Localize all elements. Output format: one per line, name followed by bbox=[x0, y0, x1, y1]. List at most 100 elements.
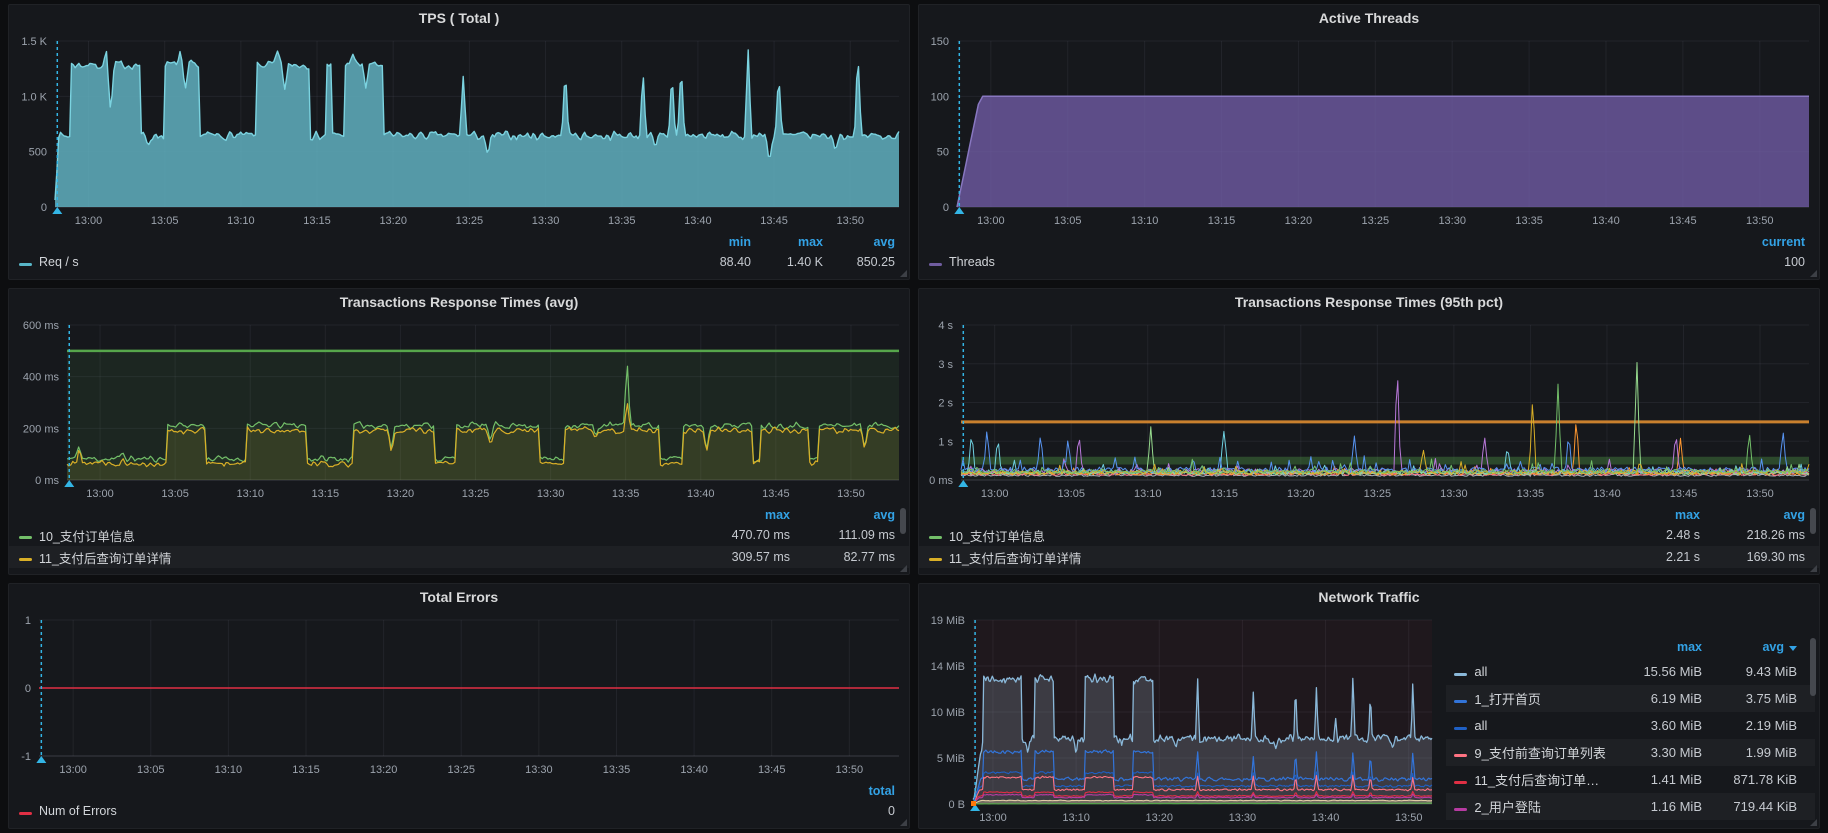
y-tick-label: 10 MiB bbox=[931, 707, 965, 719]
panel-resize-handle[interactable] bbox=[1810, 565, 1817, 572]
legend-header-current[interactable]: current bbox=[1725, 235, 1805, 249]
annotation-marker-icon[interactable] bbox=[36, 756, 46, 763]
annotation-marker-icon[interactable] bbox=[958, 480, 968, 487]
legend-scrollbar-thumb[interactable] bbox=[900, 508, 906, 534]
x-tick-label: 13:35 bbox=[612, 488, 640, 500]
network-traffic-chart[interactable]: 0 B5 MiB10 MiB14 MiB19 MiB13:0013:1013:2… bbox=[919, 610, 1442, 828]
active-threads-chart[interactable]: 05010015013:0013:0513:1013:1513:2013:251… bbox=[919, 31, 1819, 231]
legend-value: 1.99 MiB bbox=[1702, 745, 1797, 760]
legend-row: 9_支付前查询订单列表3.30 MiB1.99 MiB bbox=[1446, 739, 1815, 766]
legend-header-avg[interactable]: avg bbox=[790, 508, 895, 522]
x-tick-label: 13:00 bbox=[977, 215, 1005, 227]
series-label[interactable]: 11_支付后查询订单详情 bbox=[947, 548, 1595, 567]
annotation-marker-icon[interactable] bbox=[52, 207, 62, 214]
x-tick-label: 13:00 bbox=[86, 488, 114, 500]
series-color-marker bbox=[19, 536, 32, 539]
legend-value: 871.78 KiB bbox=[1702, 772, 1797, 787]
panel-tps: TPS ( Total ) 05001.0 K1.5 K13:0013:0513… bbox=[8, 4, 910, 280]
response-times-95pct-chart[interactable]: 0 ms1 s2 s3 s4 s13:0013:0513:1013:1513:2… bbox=[919, 315, 1819, 504]
legend-header-max[interactable]: max bbox=[751, 235, 823, 249]
legend-header-avg[interactable]: avg bbox=[823, 235, 895, 249]
legend-scrollbar-thumb[interactable] bbox=[1810, 508, 1816, 534]
legend-header-avg[interactable]: avg bbox=[1702, 640, 1797, 654]
legend-value: 88.40 bbox=[679, 255, 751, 269]
series-label[interactable]: Req / s bbox=[37, 255, 679, 269]
panel-title-tps[interactable]: TPS ( Total ) bbox=[9, 5, 909, 31]
x-tick-label: 13:20 bbox=[379, 215, 407, 227]
x-tick-label: 13:15 bbox=[312, 488, 340, 500]
x-tick-label: 13:00 bbox=[59, 764, 87, 776]
legend-header-row: maxavg bbox=[9, 506, 909, 524]
series-color-marker bbox=[1454, 808, 1467, 811]
series-label[interactable]: all bbox=[1472, 718, 1607, 733]
x-tick-label: 13:30 bbox=[537, 488, 565, 500]
series-label[interactable]: 1_打开首页 bbox=[1472, 689, 1607, 708]
x-tick-label: 13:15 bbox=[1208, 215, 1236, 227]
legend-header-max[interactable]: max bbox=[1595, 508, 1700, 522]
legend-header-avg[interactable]: avg bbox=[1700, 508, 1805, 522]
series-color-marker bbox=[1454, 673, 1467, 676]
y-tick-label: 1 s bbox=[938, 436, 953, 448]
legend-header-min[interactable]: min bbox=[679, 235, 751, 249]
legend-value: 15.56 MiB bbox=[1607, 664, 1702, 679]
total-errors-chart[interactable]: -10113:0013:0513:1013:1513:2013:2513:301… bbox=[9, 610, 909, 780]
y-tick-label: 100 bbox=[931, 91, 949, 103]
panel-resize-handle[interactable] bbox=[1810, 270, 1817, 277]
legend-row: all15.56 MiB9.43 MiB bbox=[1446, 658, 1815, 685]
tps-legend: minmaxavg Req / s88.401.40 K850.25 bbox=[9, 231, 909, 279]
y-tick-label: -1 bbox=[21, 751, 31, 763]
series-label[interactable]: 2_用户登陆 bbox=[1472, 797, 1607, 816]
panel-title-response-times-avg[interactable]: Transactions Response Times (avg) bbox=[9, 289, 909, 315]
panel-title-network-traffic[interactable]: Network Traffic bbox=[919, 584, 1819, 610]
legend-value: 1.40 K bbox=[751, 255, 823, 269]
y-tick-label: 19 MiB bbox=[931, 615, 965, 627]
legend-row: all3.60 MiB2.19 MiB bbox=[1446, 712, 1815, 739]
annotation-marker-icon[interactable] bbox=[64, 480, 74, 487]
x-tick-label: 13:25 bbox=[456, 215, 484, 227]
panel-resize-handle[interactable] bbox=[900, 270, 907, 277]
y-tick-label: 5 MiB bbox=[937, 753, 965, 765]
legend-row: Req / s88.401.40 K850.25 bbox=[9, 251, 909, 273]
x-tick-label: 13:30 bbox=[525, 764, 553, 776]
x-tick-label: 13:25 bbox=[462, 488, 490, 500]
series-color-marker bbox=[1454, 781, 1467, 784]
panel-resize-handle[interactable] bbox=[900, 565, 907, 572]
y-tick-label: 500 bbox=[29, 147, 47, 159]
y-tick-label: 150 bbox=[931, 36, 949, 48]
series-label[interactable]: Threads bbox=[947, 255, 1725, 269]
legend-scrollbar-thumb[interactable] bbox=[1810, 638, 1816, 696]
series-label[interactable]: 11_支付后查询订单详情 bbox=[37, 548, 685, 567]
x-tick-label: 13:15 bbox=[1211, 488, 1239, 500]
x-tick-label: 13:50 bbox=[1395, 812, 1423, 824]
legend-header-max[interactable]: max bbox=[1607, 640, 1702, 654]
y-tick-label: 0 bbox=[41, 202, 47, 214]
legend-header-max[interactable]: max bbox=[685, 508, 790, 522]
network-traffic-legend: maxavgall15.56 MiB9.43 MiB1_打开首页6.19 MiB… bbox=[1442, 610, 1819, 828]
series-label[interactable]: 10_支付订单信息 bbox=[37, 526, 685, 545]
x-tick-label: 13:30 bbox=[1438, 215, 1466, 227]
legend-row: 11_支付后查询订单详情309.57 ms82.77 ms bbox=[9, 546, 909, 568]
x-tick-label: 13:50 bbox=[1746, 215, 1774, 227]
legend-value: 1.41 MiB bbox=[1607, 772, 1702, 787]
legend-header-row: current bbox=[919, 233, 1819, 251]
tps-chart[interactable]: 05001.0 K1.5 K13:0013:0513:1013:1513:201… bbox=[9, 31, 909, 231]
panel-network-traffic: Network Traffic 0 B5 MiB10 MiB14 MiB19 M… bbox=[918, 583, 1820, 829]
series-label[interactable]: Num of Errors bbox=[37, 804, 815, 818]
panel-title-total-errors[interactable]: Total Errors bbox=[9, 584, 909, 610]
legend-header-total[interactable]: total bbox=[815, 784, 895, 798]
legend-header-row: total bbox=[9, 782, 909, 800]
panel-title-response-times-95pct[interactable]: Transactions Response Times (95th pct) bbox=[919, 289, 1819, 315]
x-tick-label: 13:40 bbox=[684, 215, 712, 227]
series-label[interactable]: 9_支付前查询订单列表 bbox=[1472, 743, 1607, 762]
x-tick-label: 13:05 bbox=[137, 764, 165, 776]
annotation-marker-icon[interactable] bbox=[954, 207, 964, 214]
legend-row: 10_支付订单信息2.48 s218.26 ms bbox=[919, 524, 1819, 546]
panel-resize-handle[interactable] bbox=[900, 819, 907, 826]
panel-title-active-threads[interactable]: Active Threads bbox=[919, 5, 1819, 31]
x-tick-label: 13:30 bbox=[1440, 488, 1468, 500]
panel-resize-handle[interactable] bbox=[1810, 819, 1817, 826]
series-label[interactable]: 10_支付订单信息 bbox=[947, 526, 1595, 545]
series-label[interactable]: 11_支付后查询订单详情 bbox=[1472, 770, 1607, 789]
series-label[interactable]: all bbox=[1472, 664, 1607, 679]
response-times-avg-chart[interactable]: 0 ms200 ms400 ms600 ms13:0013:0513:1013:… bbox=[9, 315, 909, 504]
